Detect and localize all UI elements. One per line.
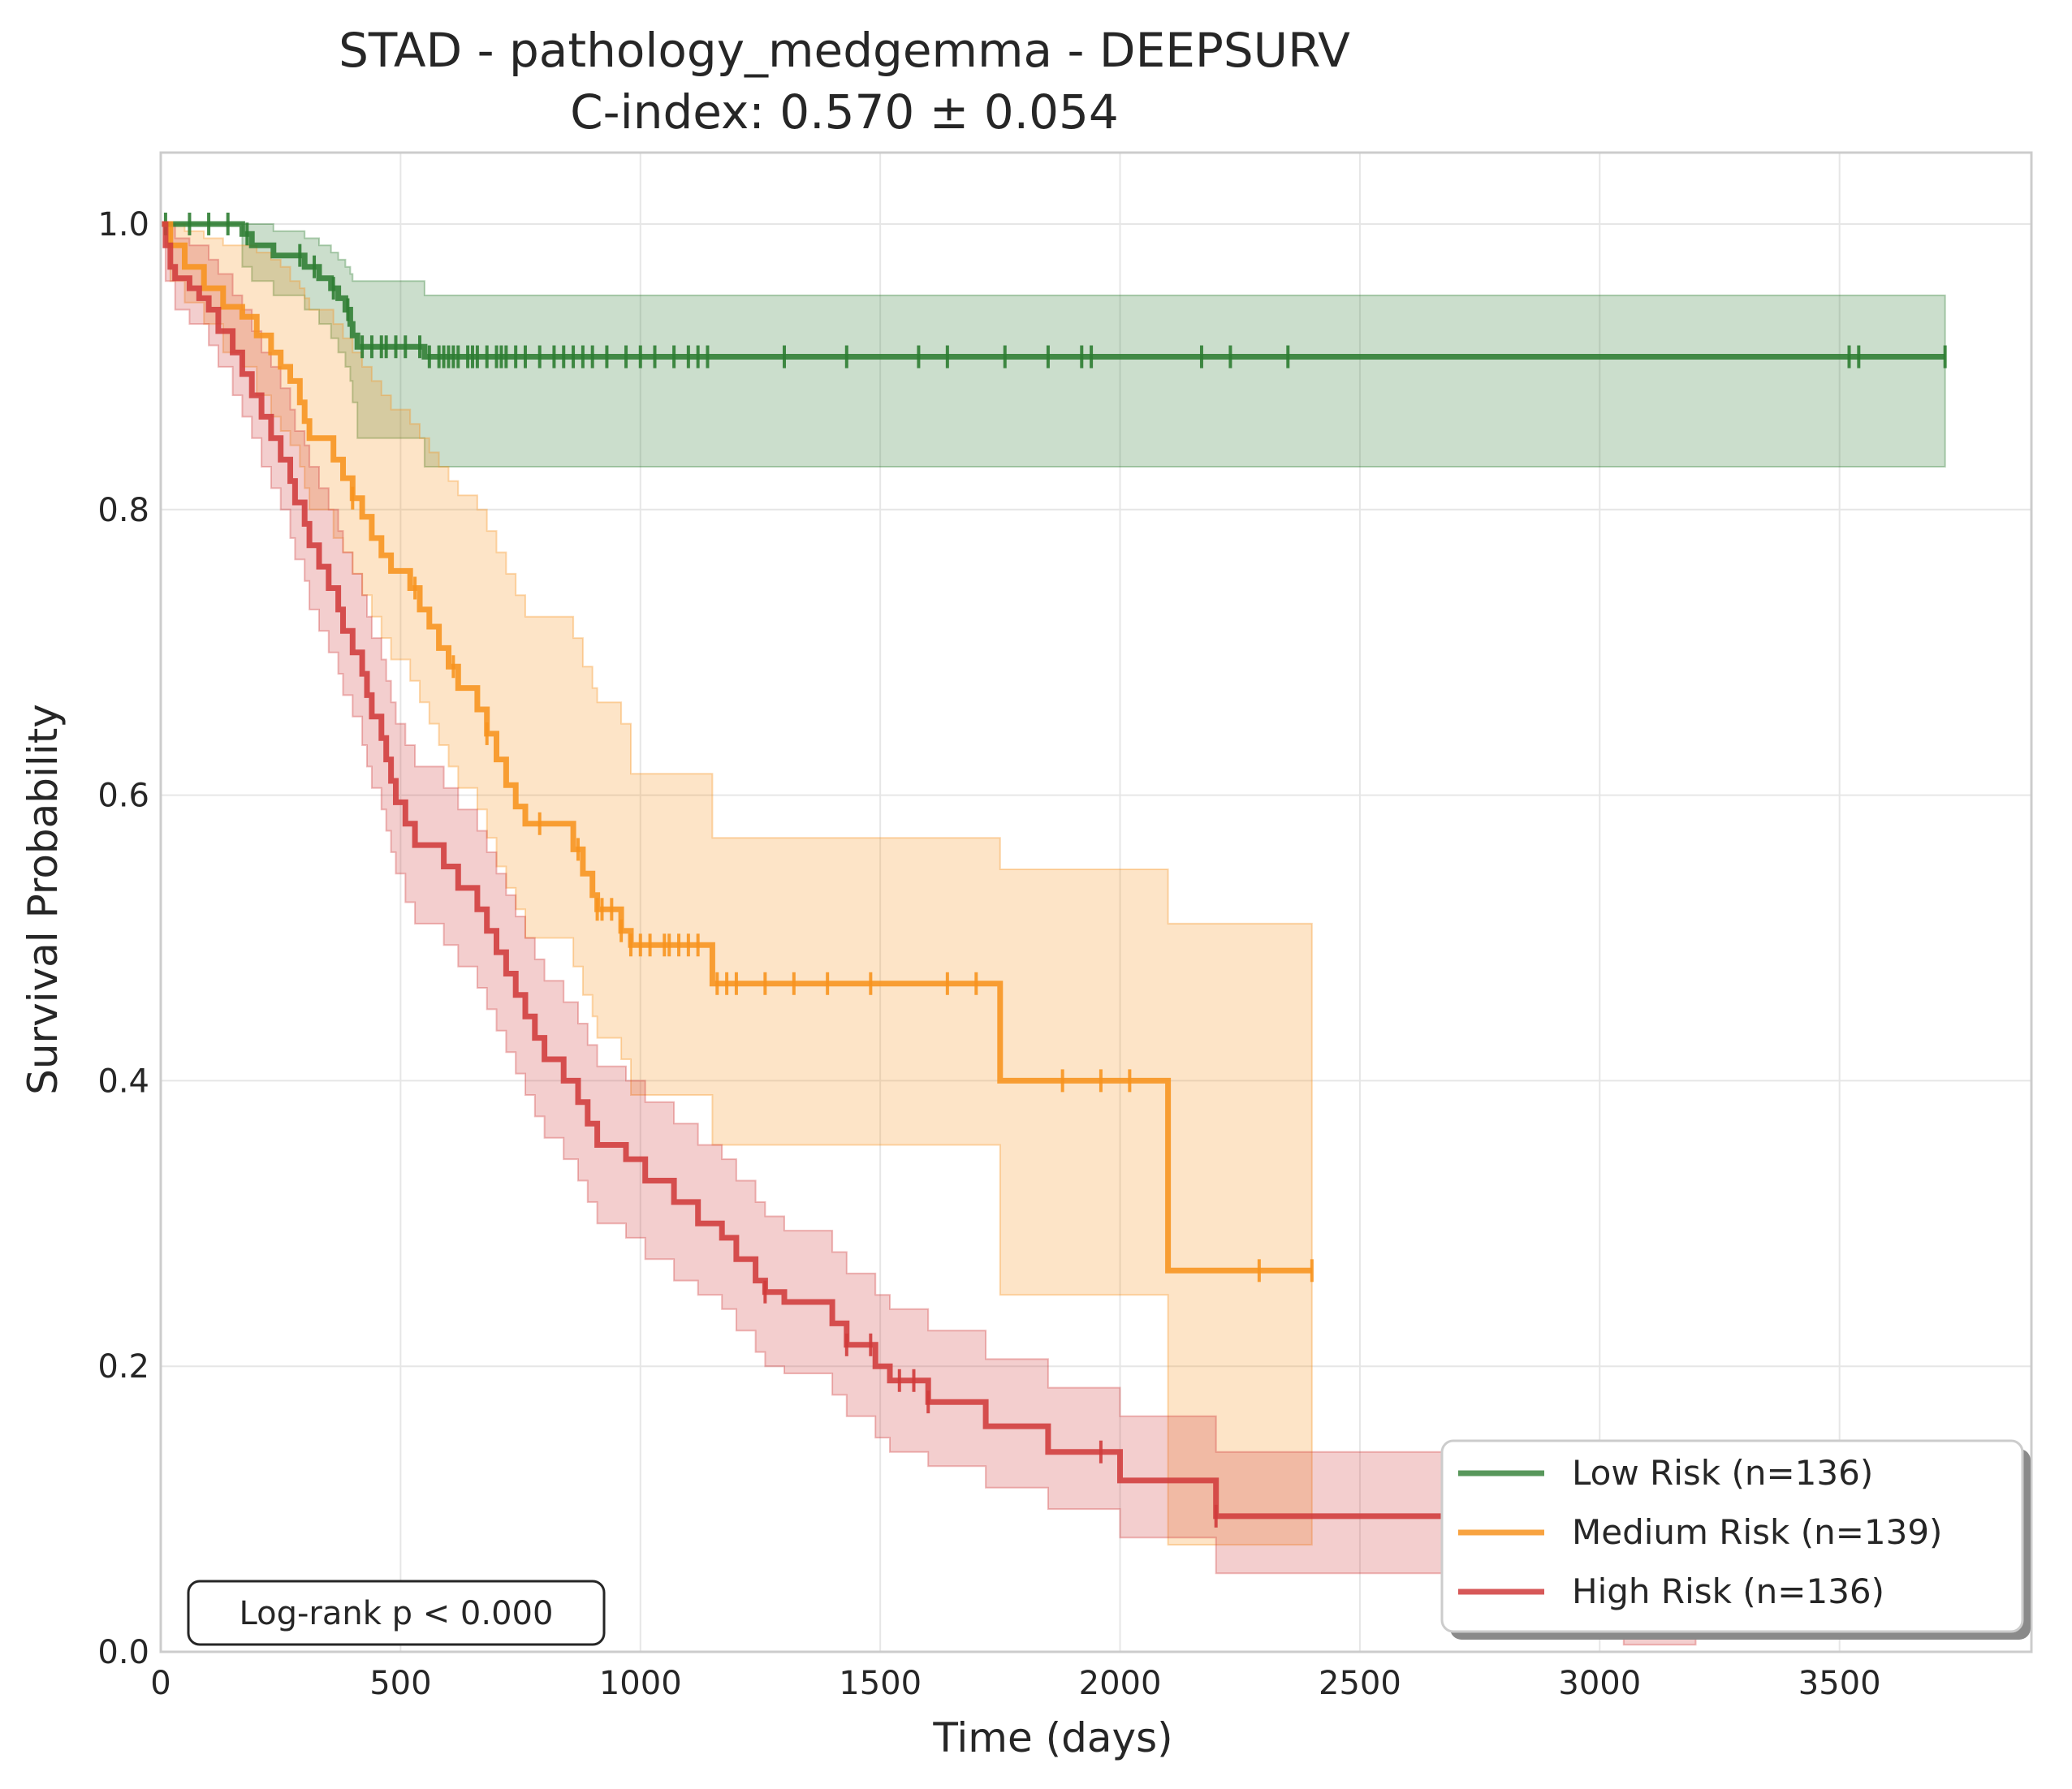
x-axis-label: Time (days) [932,1714,1172,1761]
y-tick-label-0: 0.0 [97,1634,149,1671]
legend-label-low: Low Risk (n=136) [1572,1453,1873,1493]
chart-title: STAD - pathology_medgemma - DEEPSURV [339,23,1350,78]
y-tick-label-2: 0.4 [97,1063,149,1100]
x-tick-label-4: 2000 [1079,1665,1162,1702]
y-tick-label-3: 0.6 [97,778,149,815]
km-curve-series-2 [161,221,1696,1619]
y-tick-label-4: 0.8 [97,492,149,529]
x-tick-label-6: 3000 [1558,1665,1641,1702]
legend-label-high: High Risk (n=136) [1572,1571,1884,1611]
legend-frame [1440,1439,2024,1633]
x-tick-label-1: 500 [369,1665,431,1702]
x-tick-label-5: 2500 [1319,1665,1401,1702]
pvalue-annotation: Log-rank p < 0.000 [187,1580,606,1646]
plot-frame [159,151,2033,1653]
x-tick-label-3: 1500 [839,1665,922,1702]
y-tick-label-1: 0.2 [97,1348,149,1386]
y-tick-label-5: 1.0 [97,206,149,244]
x-tick-label-7: 3500 [1798,1665,1881,1702]
legend: Low Risk (n=136) Medium Risk (n=139) Hig… [1440,1439,2031,1640]
ci-band-series-0 [161,223,1946,468]
legend-label-medium: Medium Risk (n=139) [1572,1512,1942,1552]
y-axis-label: Survival Probability [19,704,67,1095]
chart-subtitle: C-index: 0.570 ± 0.054 [570,84,1119,140]
x-tick-label-0: 0 [150,1665,171,1702]
x-tick-label-2: 1000 [599,1665,682,1702]
pvalue-box [187,1580,606,1646]
pvalue-text: Log-rank p < 0.000 [240,1595,554,1632]
